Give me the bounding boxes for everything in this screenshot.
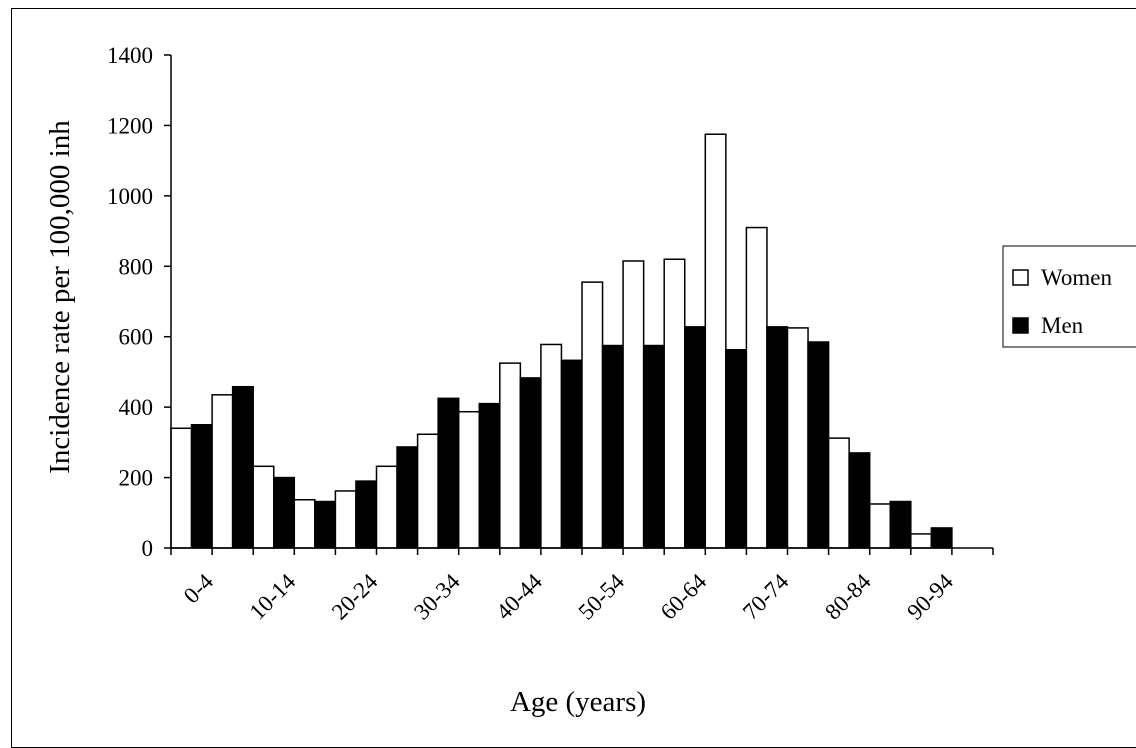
bar-men-25-29 [396, 446, 419, 549]
bar-men-40-44 [519, 377, 542, 549]
y-tick-label: 800 [119, 254, 154, 279]
bar-women-50-54 [581, 281, 604, 549]
x-tick-label: 90-94 [902, 569, 958, 625]
y-axis-title: Incidence rate per 100,000 inh [44, 120, 76, 474]
bar-men-80-84 [848, 452, 871, 549]
bar-men-5-9 [231, 385, 254, 549]
bar-men-35-39 [478, 402, 501, 549]
legend-label-men: Men [1041, 313, 1084, 338]
y-tick-label: 200 [119, 466, 154, 491]
bar-men-70-74 [766, 326, 789, 549]
x-tick-label: 40-44 [491, 569, 547, 625]
x-tick-label: 20-24 [327, 569, 383, 625]
bar-men-0-4 [190, 424, 213, 549]
bar-men-55-59 [642, 344, 665, 549]
y-tick-label: 400 [119, 395, 154, 420]
bar-women-35-39 [457, 410, 481, 549]
bar-men-85-89 [889, 500, 912, 549]
y-axis-ticks: 0 200 400 600 800 1000 1200 1400 [107, 43, 171, 561]
legend-label-women: Women [1041, 265, 1112, 290]
bar-men-90-94 [930, 527, 953, 549]
bar-women-20-24 [334, 490, 357, 549]
x-axis-ticks: 0-4 10-14 20-24 30-34 40-44 50-54 60-64 70-74 80… [170, 548, 994, 625]
bar-women-40-44 [499, 362, 522, 549]
bar-women-15-19 [293, 499, 316, 549]
bar-women-30-34 [416, 433, 439, 549]
bar-men-15-19 [314, 500, 337, 549]
bar-men-45-49 [560, 359, 583, 549]
x-tick-label: 50-54 [573, 569, 629, 625]
bar-women-80-84 [827, 437, 850, 549]
x-axis-title: Age (years) [510, 686, 646, 718]
bar-men-50-54 [601, 344, 624, 549]
legend-swatch-men [1012, 317, 1029, 334]
x-tick-label: 0-4 [179, 569, 219, 609]
y-tick-label: 1200 [107, 113, 153, 138]
x-tick-label: 30-34 [409, 569, 465, 625]
legend-swatch-women [1012, 269, 1029, 286]
x-tick-label: 80-84 [820, 569, 876, 625]
y-tick-label: 0 [142, 536, 154, 561]
bar-women-5-9 [211, 394, 234, 549]
plot-area [170, 133, 953, 549]
bar-men-60-64 [684, 326, 707, 549]
bar-women-70-74 [745, 226, 768, 549]
legend: Women Men [1002, 245, 1136, 348]
x-tick-label: 70-74 [738, 569, 794, 625]
bar-men-65-69 [725, 348, 748, 549]
x-tick-label: 60-64 [656, 569, 712, 625]
bar-women-75-79 [786, 327, 809, 549]
y-tick-label: 1400 [107, 43, 153, 68]
bar-women-85-89 [868, 503, 892, 549]
bar-women-0-4 [170, 427, 193, 549]
bar-women-10-14 [252, 465, 275, 549]
bar-women-45-49 [540, 343, 563, 549]
x-tick-label: 10-14 [245, 569, 301, 625]
bar-women-90-94 [910, 533, 933, 549]
bar-women-65-69 [704, 133, 727, 549]
bar-women-25-29 [375, 465, 398, 549]
bar-men-10-14 [273, 476, 296, 549]
bar-men-30-34 [437, 397, 460, 549]
bar-men-20-24 [355, 480, 378, 549]
bar-women-60-64 [663, 258, 686, 549]
bar-men-75-79 [807, 341, 830, 549]
bar-women-55-59 [622, 260, 645, 549]
y-tick-label: 1000 [107, 184, 153, 209]
y-tick-label: 600 [119, 325, 154, 350]
